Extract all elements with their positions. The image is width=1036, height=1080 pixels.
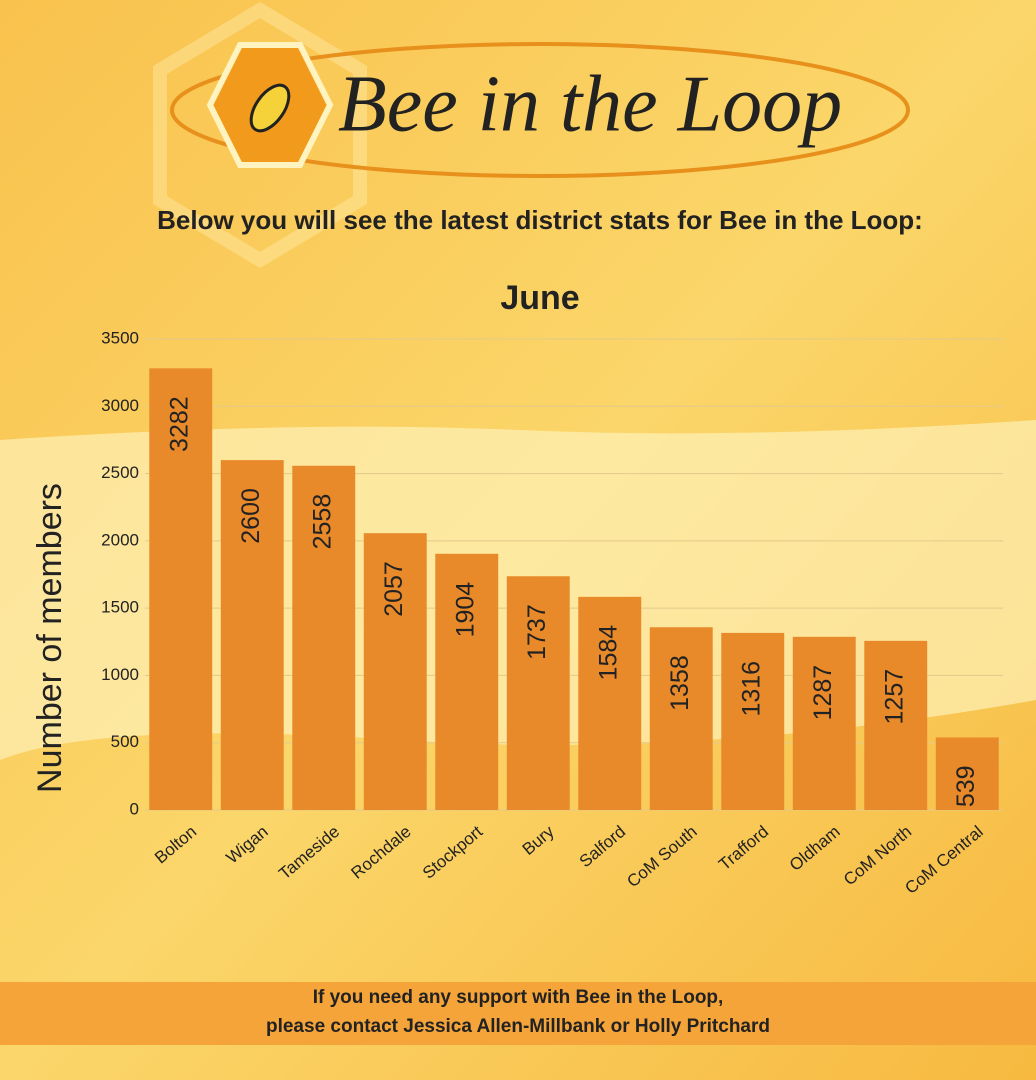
footer-band	[0, 982, 1036, 1045]
bar	[363, 533, 427, 810]
y-tick-label: 3500	[101, 328, 139, 347]
value-label: 3282	[165, 396, 193, 452]
bar	[149, 368, 213, 810]
y-tick-label: 2000	[101, 530, 139, 549]
bar	[292, 465, 356, 810]
bar	[721, 632, 785, 810]
value-label: 2057	[380, 561, 408, 617]
logo-text: Bee in the Loop	[338, 60, 842, 148]
y-tick-label: 2500	[101, 463, 139, 482]
bar	[578, 596, 642, 810]
y-tick-label: 500	[111, 732, 139, 751]
footer-line: please contact Jessica Allen-Millbank or…	[266, 1016, 770, 1037]
footer-line: If you need any support with Bee in the …	[313, 987, 724, 1008]
value-label: 1584	[594, 625, 622, 681]
bar	[435, 553, 499, 810]
bar	[506, 576, 570, 810]
logo-ellipse	[170, 42, 910, 178]
bar	[792, 636, 856, 810]
intro: Below you will see the latest district s…	[157, 205, 923, 235]
bee-icon	[249, 83, 291, 133]
value-label: 2558	[308, 494, 336, 550]
y-tick-label: 0	[130, 799, 139, 818]
bar	[935, 737, 999, 810]
y-tick-label: 1500	[101, 598, 139, 617]
value-label: 1737	[523, 604, 551, 660]
value-label: 539	[952, 765, 980, 807]
value-label: 2600	[237, 488, 265, 544]
bar	[220, 460, 284, 810]
value-label: 1316	[737, 661, 765, 717]
value-label: 1257	[880, 669, 908, 725]
value-label: 1904	[451, 582, 479, 638]
y-tick-label: 3000	[101, 396, 139, 415]
y-axis-label: Number of members	[31, 483, 69, 793]
value-label: 1358	[666, 655, 694, 711]
bar	[864, 640, 928, 810]
y-tick-label: 1000	[101, 665, 139, 684]
value-label: 1287	[809, 665, 837, 721]
bar	[649, 627, 713, 810]
hex-decor	[153, 1, 367, 269]
chart-title: June	[500, 279, 579, 317]
